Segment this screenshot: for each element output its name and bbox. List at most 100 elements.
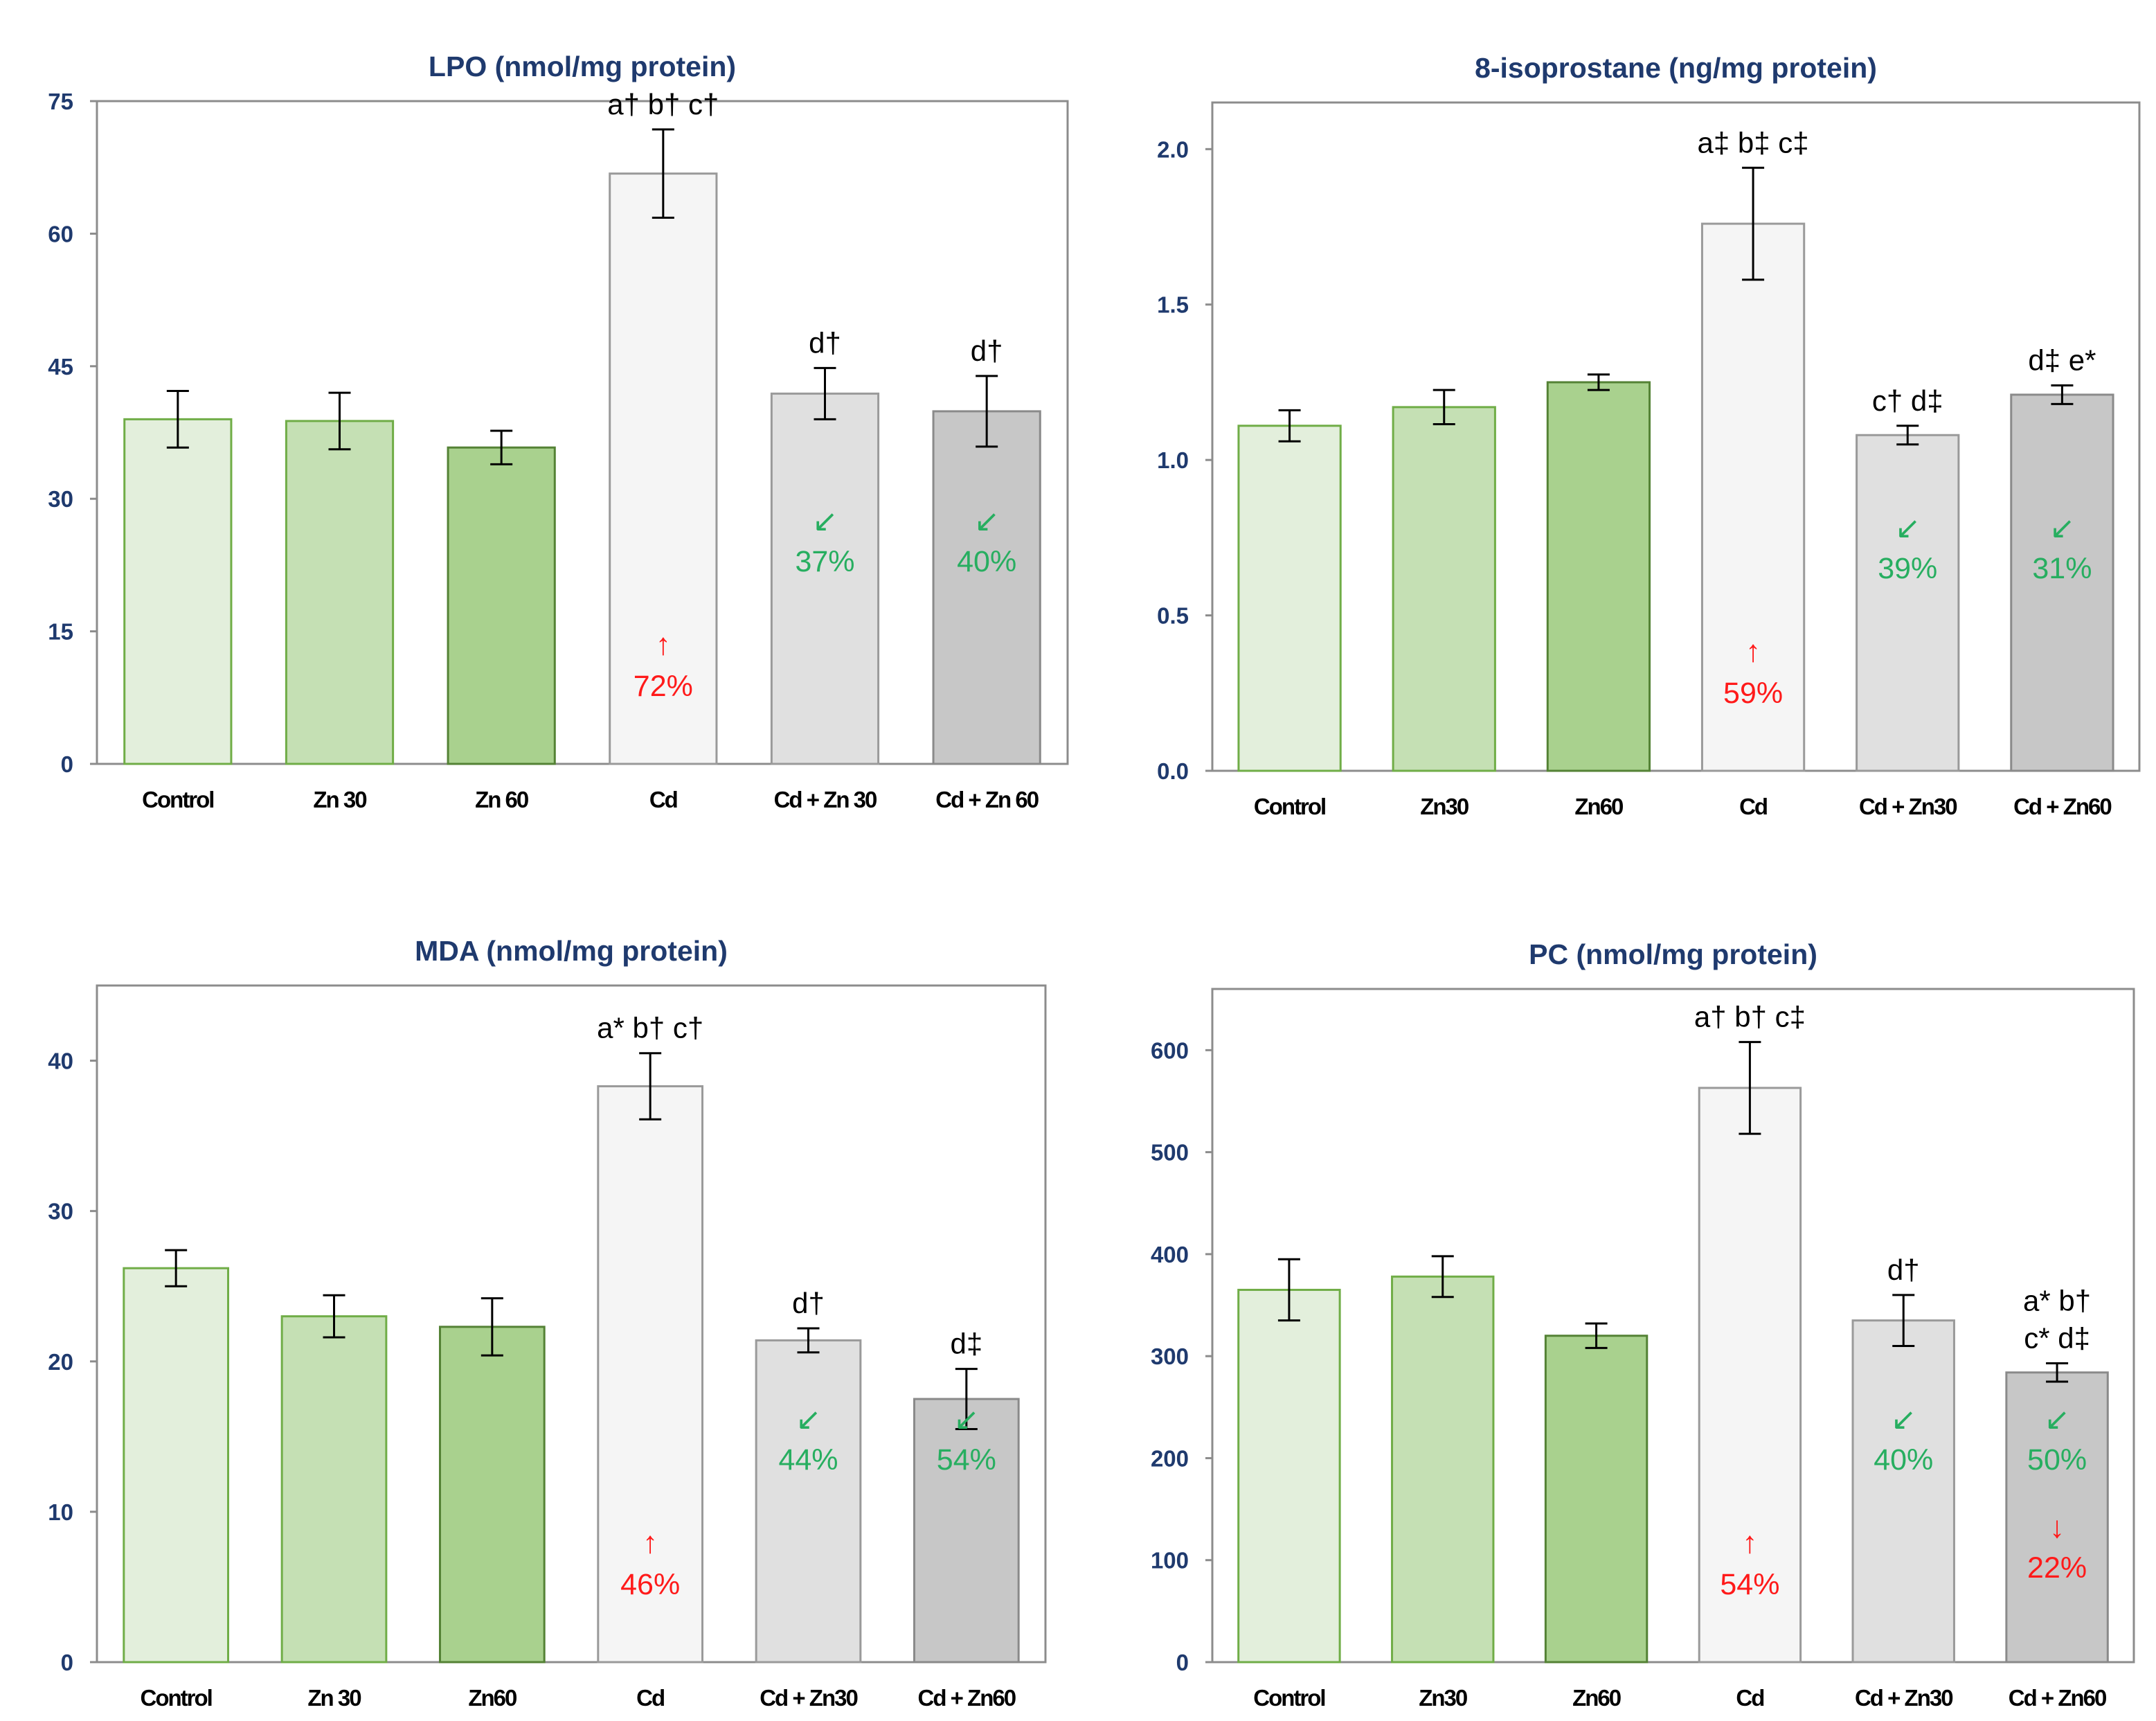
x-tick-label: Zn30	[1419, 1685, 1467, 1711]
significance-label: d‡	[950, 1328, 982, 1360]
y-tick-label: 2.0	[1157, 136, 1189, 162]
x-tick-label: Control	[142, 787, 213, 812]
bar-cd	[597, 1085, 704, 1664]
x-tick-label: Control	[141, 1685, 212, 1711]
plot-frame	[1211, 101, 2141, 772]
x-tick-label: Cd + Zn30	[760, 1685, 857, 1711]
x-tick-label: Control	[1253, 1685, 1324, 1711]
y-tick-label: 0	[61, 1650, 73, 1675]
bar-cd-zn60	[2010, 393, 2114, 772]
y-tick-label: 0	[1176, 1650, 1189, 1675]
increase-arrow-icon: ↑	[1742, 1526, 1757, 1560]
x-tick-label: Zn60	[468, 1685, 516, 1711]
bar-zn60	[447, 446, 556, 765]
decrease-arrow-icon: ↙	[974, 504, 1000, 538]
y-tick-label: 1.0	[1157, 447, 1189, 473]
y-tick-label: 30	[48, 486, 73, 512]
percent-change-label: 72%	[634, 670, 693, 703]
decrease-arrow-red-icon: ↓	[2049, 1510, 2065, 1544]
x-tick-label: Cd + Zn30	[1859, 794, 1957, 819]
y-tick-label: 0.5	[1157, 603, 1189, 629]
percent-change-label: 22%	[2027, 1551, 2087, 1585]
x-tick-label: Cd + Zn30	[1855, 1685, 1952, 1711]
y-tick-label: 20	[48, 1349, 73, 1375]
percent-change-label: 54%	[937, 1443, 996, 1477]
chart-title: 8-isoprostane (ng/mg protein)	[1475, 52, 1877, 84]
significance-label: c† d‡	[1872, 384, 1943, 417]
significance-label: d†	[971, 335, 1003, 367]
bar-zn30	[285, 420, 395, 765]
bar-cd	[609, 172, 718, 765]
y-tick-label: 600	[1151, 1037, 1189, 1063]
x-tick-label: Zn 30	[307, 1685, 361, 1711]
chart-panel-1: LPO (nmol/mg protein) 0 15 30 45 60 75 Control Z…	[48, 51, 1069, 812]
x-tick-label: Cd + Zn 30	[774, 787, 877, 812]
bar-control	[123, 1267, 230, 1664]
x-tick-label: Cd	[1739, 794, 1767, 819]
bar-zn60	[1544, 1335, 1649, 1664]
x-tick-label: Cd + Zn60	[918, 1685, 1016, 1711]
bar-zn60	[438, 1326, 546, 1664]
y-tick-label: 15	[48, 619, 73, 645]
y-tick-label: 0	[61, 751, 73, 777]
significance-label: c* d‡	[2024, 1321, 2090, 1354]
bar-zn30	[1392, 406, 1496, 772]
chart-panel-3: MDA (nmol/mg protein) 0 10 20 30 40 Control Zn …	[48, 935, 1047, 1711]
x-tick-label: Zn 60	[475, 787, 528, 812]
percent-change-label: 50%	[2027, 1443, 2087, 1477]
bar-control	[1237, 1288, 1341, 1664]
y-tick-label: 500	[1151, 1140, 1189, 1166]
decrease-arrow-icon: ↙	[953, 1402, 979, 1436]
chart-title: LPO (nmol/mg protein)	[429, 51, 736, 82]
y-tick-label: 30	[48, 1199, 73, 1224]
percent-change-label: 31%	[2032, 552, 2092, 585]
significance-label: a* b† c†	[597, 1012, 703, 1044]
y-tick-label: 60	[48, 221, 73, 247]
percent-change-label: 40%	[957, 545, 1016, 578]
significance-label: d†	[1887, 1254, 1920, 1286]
percent-change-label: 46%	[620, 1568, 680, 1601]
decrease-arrow-icon: ↙	[2045, 1402, 2070, 1436]
y-tick-label: 100	[1151, 1548, 1189, 1573]
bar-control	[1237, 425, 1342, 772]
bar-cd-zn30	[755, 1339, 862, 1664]
x-tick-label: Control	[1254, 794, 1325, 819]
decrease-arrow-icon: ↙	[812, 504, 838, 538]
percent-change-label: 39%	[1878, 552, 1937, 585]
bar-control	[123, 418, 233, 765]
significance-label: a‡ b‡ c‡	[1698, 126, 1809, 159]
bar-cd-zn60	[932, 410, 1041, 765]
x-tick-label: Cd + Zn60	[2013, 794, 2111, 819]
significance-label: a† b† c†	[607, 88, 719, 121]
significance-label: a* b†	[2023, 1284, 2091, 1317]
significance-label: d‡ e*	[2028, 344, 2096, 376]
bar-cd-zn30	[1856, 434, 1960, 772]
percent-change-label: 40%	[1874, 1443, 1933, 1477]
increase-arrow-icon: ↑	[656, 627, 671, 661]
significance-label: a† b† c‡	[1694, 1001, 1806, 1033]
x-tick-label: Zn60	[1574, 794, 1623, 819]
y-tick-label: 10	[48, 1499, 73, 1525]
decrease-arrow-icon: ↙	[1891, 1402, 1916, 1436]
bar-cd-zn30	[770, 392, 880, 765]
x-tick-label: Zn 30	[313, 787, 366, 812]
decrease-arrow-icon: ↙	[2049, 511, 2075, 545]
x-tick-label: Cd	[636, 1685, 664, 1711]
chart-panel-4: PC (nmol/mg protein) 0 100 200 300 400 500 600 C…	[1151, 938, 2135, 1711]
percent-change-label: 54%	[1720, 1568, 1779, 1601]
bar-cd	[1700, 222, 1806, 772]
percent-change-label: 37%	[795, 545, 854, 578]
bar-cd	[1698, 1087, 1802, 1664]
plot-frame	[96, 100, 1069, 765]
bar-zn60	[1546, 381, 1651, 772]
plot-frame	[96, 984, 1047, 1664]
x-tick-label: Cd	[649, 787, 677, 812]
y-tick-label: 1.5	[1157, 292, 1189, 318]
decrease-arrow-icon: ↙	[796, 1402, 821, 1436]
y-tick-label: 200	[1151, 1445, 1189, 1471]
significance-label: d†	[792, 1287, 825, 1319]
x-tick-label: Zn30	[1420, 794, 1468, 819]
percent-change-label: 44%	[778, 1443, 838, 1477]
increase-arrow-icon: ↑	[643, 1526, 658, 1560]
y-tick-label: 45	[48, 354, 73, 380]
